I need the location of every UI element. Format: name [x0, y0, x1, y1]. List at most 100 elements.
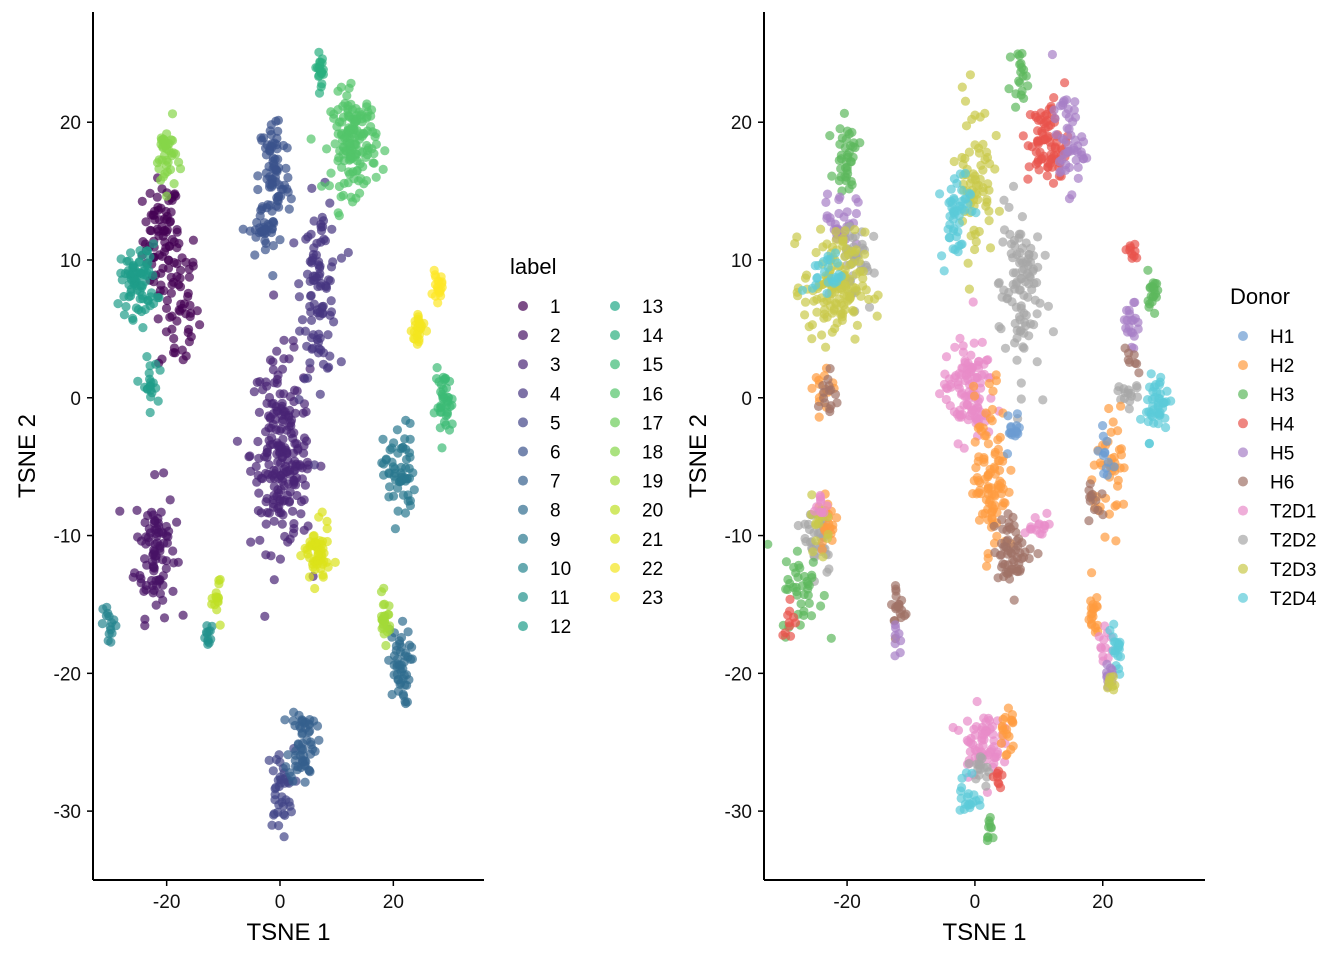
data-point — [935, 389, 945, 399]
data-point — [312, 721, 323, 731]
data-point — [402, 474, 412, 484]
data-point — [1003, 549, 1013, 559]
data-point — [344, 167, 354, 177]
data-point — [818, 552, 828, 562]
data-point — [998, 501, 1008, 511]
data-point — [1116, 401, 1126, 411]
legend-swatch — [610, 301, 620, 311]
data-point — [311, 538, 321, 548]
data-point — [322, 536, 332, 547]
data-point — [258, 385, 268, 395]
data-point — [995, 783, 1006, 793]
data-point — [971, 237, 981, 247]
data-point — [842, 165, 852, 175]
data-point — [1005, 52, 1016, 62]
data-point — [950, 342, 960, 352]
data-point — [1155, 407, 1165, 418]
data-point — [158, 143, 168, 153]
data-point — [124, 280, 134, 290]
data-point — [1099, 469, 1109, 479]
data-point — [819, 590, 829, 601]
legend-swatch — [1238, 534, 1248, 545]
data-point — [266, 130, 276, 140]
data-point — [272, 346, 282, 356]
data-point — [387, 689, 397, 700]
data-point — [1064, 124, 1074, 134]
data-point — [281, 445, 291, 455]
data-point — [864, 302, 875, 312]
data-point — [306, 290, 316, 301]
legend-label: 13 — [642, 297, 663, 318]
data-point — [442, 407, 452, 417]
data-point — [1032, 278, 1042, 288]
data-point — [315, 263, 325, 273]
x-tick-label: -20 — [833, 892, 860, 913]
data-point — [266, 423, 276, 433]
data-point — [1003, 509, 1013, 519]
data-point — [214, 579, 224, 589]
data-point — [126, 291, 136, 301]
data-point — [952, 178, 962, 188]
data-point — [139, 586, 149, 597]
data-point — [159, 613, 170, 623]
data-point — [280, 715, 290, 725]
data-point — [963, 258, 973, 268]
data-point — [285, 768, 295, 778]
data-point — [262, 448, 272, 458]
data-point — [1027, 524, 1037, 534]
data-point — [946, 184, 956, 194]
data-point — [978, 187, 988, 197]
data-point — [336, 82, 346, 92]
data-point — [385, 625, 395, 635]
legend-swatch — [518, 592, 528, 602]
data-point — [994, 206, 1005, 216]
data-point — [291, 750, 301, 760]
data-point — [1092, 593, 1102, 603]
data-point — [318, 559, 328, 569]
x-tick-label: -20 — [153, 892, 180, 913]
data-point — [989, 759, 999, 769]
data-point — [1132, 381, 1142, 391]
data-point — [1017, 63, 1027, 73]
legend-label: 12 — [550, 617, 571, 638]
data-point — [1004, 487, 1014, 497]
data-point — [792, 232, 802, 242]
data-point — [891, 591, 901, 601]
y-tick-label: 0 — [741, 389, 752, 410]
data-point — [415, 318, 425, 328]
data-point — [141, 539, 151, 549]
data-point — [831, 226, 841, 237]
data-point — [258, 222, 268, 233]
legend-title: Donor — [1230, 284, 1290, 309]
data-point — [290, 408, 300, 418]
data-point — [778, 630, 788, 640]
data-point — [132, 505, 142, 515]
data-point — [979, 453, 989, 463]
data-point — [945, 220, 955, 230]
data-point — [325, 310, 335, 320]
legend-swatch — [1238, 476, 1248, 487]
data-point — [1147, 297, 1157, 307]
data-point — [1049, 93, 1059, 103]
data-point — [1088, 489, 1098, 500]
data-point — [305, 715, 315, 725]
data-point — [857, 239, 867, 249]
data-point — [1115, 652, 1126, 662]
data-point — [312, 63, 323, 73]
data-point — [948, 722, 958, 733]
data-point — [965, 70, 976, 80]
data-point — [141, 217, 151, 227]
data-point — [1069, 145, 1079, 155]
data-point — [297, 315, 308, 325]
legend-label: H6 — [1270, 473, 1294, 494]
data-point — [981, 781, 991, 791]
data-point — [968, 798, 978, 808]
data-point — [136, 578, 146, 588]
data-point — [145, 225, 155, 235]
data-point — [254, 407, 264, 417]
data-point — [142, 246, 152, 256]
data-point — [169, 333, 179, 344]
data-point — [816, 601, 826, 611]
data-point — [268, 398, 279, 408]
data-point — [409, 485, 419, 495]
